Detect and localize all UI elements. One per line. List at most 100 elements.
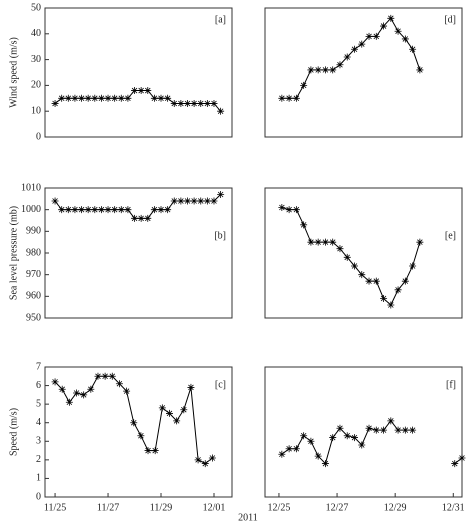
data-marker bbox=[343, 432, 351, 440]
data-marker bbox=[372, 426, 380, 434]
data-marker bbox=[387, 417, 395, 425]
data-marker bbox=[314, 452, 322, 460]
data-marker bbox=[451, 460, 459, 468]
x-axis-label: 2011 bbox=[238, 512, 258, 523]
plot-frame bbox=[44, 7, 233, 138]
y-tick-label: 5 bbox=[36, 398, 41, 409]
y-tick-label: 50 bbox=[31, 2, 41, 13]
data-marker bbox=[285, 206, 293, 214]
data-marker bbox=[164, 206, 172, 214]
data-marker bbox=[157, 94, 165, 102]
data-marker bbox=[336, 424, 344, 432]
data-marker bbox=[117, 94, 125, 102]
data-marker bbox=[94, 372, 102, 380]
data-marker bbox=[217, 107, 225, 115]
data-marker bbox=[130, 419, 138, 427]
y-tick-label: 40 bbox=[31, 28, 41, 39]
data-marker bbox=[71, 206, 79, 214]
series-line bbox=[54, 90, 221, 112]
data-marker bbox=[321, 460, 329, 468]
x-tick-label: 12/31 bbox=[442, 502, 465, 513]
data-marker bbox=[329, 434, 337, 442]
data-marker bbox=[416, 66, 424, 74]
data-marker bbox=[278, 450, 286, 458]
panel-label: [d] bbox=[444, 14, 456, 25]
data-marker bbox=[350, 45, 358, 53]
data-marker bbox=[350, 434, 358, 442]
data-marker bbox=[58, 94, 66, 102]
data-marker bbox=[187, 383, 195, 391]
data-marker bbox=[197, 99, 205, 107]
data-marker bbox=[157, 206, 165, 214]
data-marker bbox=[358, 40, 366, 48]
data-marker bbox=[300, 81, 308, 89]
data-marker bbox=[372, 277, 380, 285]
data-marker bbox=[184, 197, 192, 205]
data-marker bbox=[292, 445, 300, 453]
data-marker bbox=[278, 204, 286, 211]
y-tick-label: 6 bbox=[36, 380, 41, 391]
data-marker bbox=[151, 447, 159, 455]
data-marker bbox=[80, 391, 88, 399]
data-marker bbox=[278, 94, 286, 102]
data-marker bbox=[307, 238, 315, 246]
data-marker bbox=[409, 262, 417, 270]
data-marker bbox=[124, 94, 132, 102]
data-marker bbox=[84, 206, 92, 214]
data-marker bbox=[336, 61, 344, 69]
data-marker bbox=[292, 206, 300, 214]
data-marker bbox=[380, 22, 388, 30]
data-marker bbox=[117, 206, 125, 214]
plot-frame bbox=[264, 187, 463, 319]
data-marker bbox=[104, 94, 112, 102]
data-marker bbox=[111, 206, 119, 214]
data-marker bbox=[165, 409, 173, 417]
data-marker bbox=[104, 206, 112, 214]
x-tick-label: 12/29 bbox=[384, 502, 407, 513]
data-marker bbox=[58, 385, 66, 393]
data-marker bbox=[380, 426, 388, 434]
data-marker bbox=[394, 27, 402, 35]
data-marker bbox=[409, 45, 417, 53]
y-axis-label: Sea level pressure (mb) bbox=[8, 206, 19, 300]
data-marker bbox=[78, 206, 86, 214]
plot-frame bbox=[264, 366, 463, 498]
data-marker bbox=[321, 66, 329, 74]
data-marker bbox=[101, 372, 109, 380]
y-tick-label: 1000 bbox=[21, 204, 41, 215]
data-marker bbox=[203, 197, 211, 205]
data-marker bbox=[194, 456, 202, 464]
x-tick-label: 12/25 bbox=[268, 502, 291, 513]
data-marker bbox=[170, 197, 178, 205]
y-tick-label: 0 bbox=[36, 491, 41, 502]
data-marker bbox=[307, 437, 315, 445]
data-marker bbox=[358, 441, 366, 449]
data-marker bbox=[329, 66, 337, 74]
data-marker bbox=[51, 378, 59, 386]
data-marker bbox=[365, 424, 373, 432]
y-tick-label: 960 bbox=[26, 291, 41, 302]
y-tick-label: 950 bbox=[26, 312, 41, 323]
data-marker bbox=[314, 238, 322, 246]
panel-label: [c] bbox=[215, 379, 226, 390]
data-marker bbox=[350, 262, 358, 270]
data-marker bbox=[51, 99, 59, 107]
data-marker bbox=[358, 271, 366, 279]
data-marker bbox=[217, 191, 225, 198]
series-line bbox=[54, 194, 221, 219]
data-marker bbox=[416, 238, 424, 246]
data-marker bbox=[64, 94, 72, 102]
data-marker bbox=[78, 94, 86, 102]
data-marker bbox=[365, 32, 373, 40]
data-marker bbox=[144, 447, 152, 455]
data-marker bbox=[150, 206, 158, 214]
data-marker bbox=[108, 372, 116, 380]
data-marker bbox=[144, 214, 152, 222]
data-marker bbox=[329, 238, 337, 246]
data-marker bbox=[190, 197, 198, 205]
y-axis-label: Wind speed (m/s) bbox=[8, 37, 19, 108]
data-marker bbox=[197, 197, 205, 205]
data-marker bbox=[372, 32, 380, 40]
data-marker bbox=[184, 99, 192, 107]
